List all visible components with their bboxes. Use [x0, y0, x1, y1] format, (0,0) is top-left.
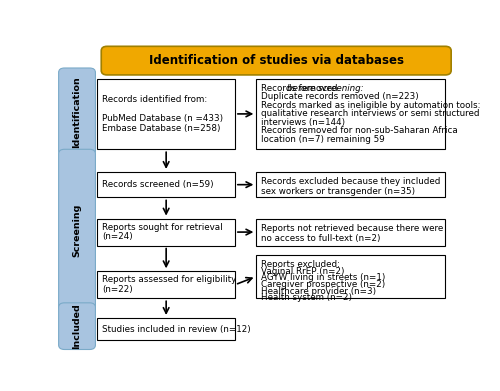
Text: Duplicate records removed (n=223): Duplicate records removed (n=223)	[261, 92, 418, 101]
FancyBboxPatch shape	[256, 79, 446, 149]
Text: location (n=7) remaining 59: location (n=7) remaining 59	[261, 135, 384, 143]
Text: (n=22): (n=22)	[102, 285, 133, 294]
Text: Identification of studies via databases: Identification of studies via databases	[148, 54, 404, 67]
FancyBboxPatch shape	[98, 79, 235, 149]
FancyBboxPatch shape	[256, 219, 446, 246]
FancyBboxPatch shape	[256, 172, 446, 197]
Text: Records excluded because they included: Records excluded because they included	[261, 177, 440, 186]
Text: Screening: Screening	[72, 203, 82, 256]
Text: Records screened (n=59): Records screened (n=59)	[102, 180, 214, 189]
Text: Identification: Identification	[72, 76, 82, 147]
Text: Healthcare provider (n=3): Healthcare provider (n=3)	[261, 287, 376, 296]
Text: Vaginal RrEP (n=2): Vaginal RrEP (n=2)	[261, 267, 344, 276]
Text: Records removed: Records removed	[261, 84, 340, 93]
Text: Reports sought for retrieval: Reports sought for retrieval	[102, 223, 222, 232]
Text: Studies included in review (n=12): Studies included in review (n=12)	[102, 325, 251, 334]
FancyBboxPatch shape	[98, 219, 235, 246]
Text: Records removed for non-sub-Saharan Africa: Records removed for non-sub-Saharan Afri…	[261, 126, 458, 135]
Text: Health system (n=2): Health system (n=2)	[261, 293, 352, 302]
Text: PubMed Database (n =433): PubMed Database (n =433)	[102, 114, 223, 123]
Text: Reports not retrieved because there were: Reports not retrieved because there were	[261, 224, 443, 233]
Text: Records identified from:: Records identified from:	[102, 95, 208, 104]
Text: Embase Database (n=258): Embase Database (n=258)	[102, 124, 220, 133]
Text: Reports assessed for eligibility: Reports assessed for eligibility	[102, 275, 236, 284]
Text: no access to full-text (n=2): no access to full-text (n=2)	[261, 233, 380, 242]
Text: Reports excluded:: Reports excluded:	[261, 260, 340, 269]
FancyBboxPatch shape	[58, 149, 96, 310]
Text: qualitative research interviews or semi structured: qualitative research interviews or semi …	[261, 109, 480, 118]
FancyBboxPatch shape	[58, 303, 96, 350]
FancyBboxPatch shape	[98, 318, 235, 341]
Text: Included: Included	[72, 303, 82, 349]
FancyBboxPatch shape	[98, 172, 235, 197]
FancyBboxPatch shape	[256, 255, 446, 298]
FancyBboxPatch shape	[101, 46, 451, 75]
Text: sex workers or transgender (n=35): sex workers or transgender (n=35)	[261, 187, 415, 196]
Text: (n=24): (n=24)	[102, 232, 133, 241]
Text: before screening:: before screening:	[287, 84, 364, 93]
Text: interviews (n=144): interviews (n=144)	[261, 118, 345, 127]
Text: Caregiver prospective (n=2): Caregiver prospective (n=2)	[261, 280, 385, 289]
Text: AGYW living in streets (n=1): AGYW living in streets (n=1)	[261, 273, 386, 282]
FancyBboxPatch shape	[58, 68, 96, 155]
Text: Records marked as ineligible by automation tools:: Records marked as ineligible by automati…	[261, 101, 480, 110]
FancyBboxPatch shape	[98, 271, 235, 298]
